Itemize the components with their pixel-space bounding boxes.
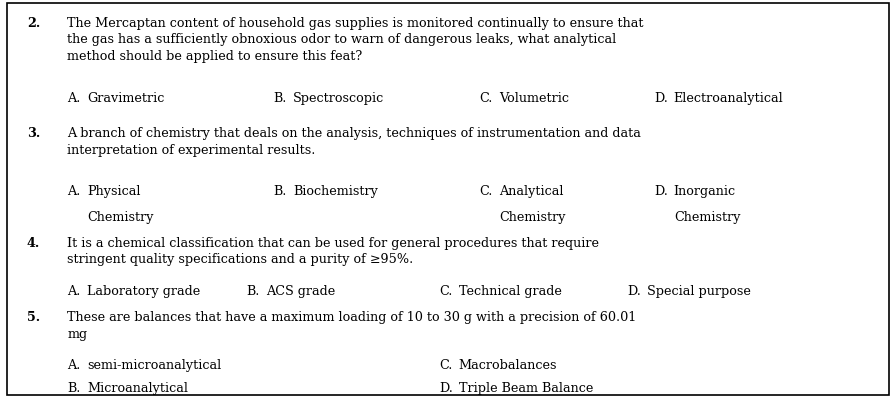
Text: Electroanalytical: Electroanalytical <box>674 92 783 105</box>
Text: Chemistry: Chemistry <box>87 211 153 224</box>
Text: 5.: 5. <box>27 311 40 324</box>
Text: C.: C. <box>439 285 452 298</box>
Text: C.: C. <box>479 185 493 199</box>
Text: D.: D. <box>654 185 668 199</box>
Text: A.: A. <box>67 285 81 298</box>
Text: Microanalytical: Microanalytical <box>87 382 188 395</box>
Text: These are balances that have a maximum loading of 10 to 30 g with a precision of: These are balances that have a maximum l… <box>67 311 636 341</box>
Text: B.: B. <box>273 185 287 199</box>
Text: C.: C. <box>439 359 452 372</box>
Text: Chemistry: Chemistry <box>674 211 740 224</box>
Text: Volumetric: Volumetric <box>499 92 569 105</box>
Text: B.: B. <box>273 92 287 105</box>
Text: A branch of chemistry that deals on the analysis, techniques of instrumentation : A branch of chemistry that deals on the … <box>67 127 641 157</box>
Text: C.: C. <box>479 92 493 105</box>
FancyBboxPatch shape <box>7 3 889 395</box>
Text: A.: A. <box>67 359 81 372</box>
Text: B.: B. <box>67 382 81 395</box>
Text: Biochemistry: Biochemistry <box>293 185 378 199</box>
Text: The Mercaptan content of household gas supplies is monitored continually to ensu: The Mercaptan content of household gas s… <box>67 17 643 63</box>
Text: D.: D. <box>439 382 452 395</box>
Text: 4.: 4. <box>27 237 40 250</box>
Text: Chemistry: Chemistry <box>499 211 565 224</box>
Text: D.: D. <box>654 92 668 105</box>
Text: B.: B. <box>246 285 260 298</box>
Text: ACS grade: ACS grade <box>266 285 335 298</box>
Text: semi-microanalytical: semi-microanalytical <box>87 359 221 372</box>
Text: 2.: 2. <box>27 17 40 30</box>
Text: Physical: Physical <box>87 185 141 199</box>
Text: Analytical: Analytical <box>499 185 564 199</box>
Text: A.: A. <box>67 185 81 199</box>
Text: D.: D. <box>627 285 641 298</box>
Text: Special purpose: Special purpose <box>647 285 751 298</box>
Text: Technical grade: Technical grade <box>459 285 562 298</box>
Text: 3.: 3. <box>27 127 40 140</box>
Text: Macrobalances: Macrobalances <box>459 359 557 372</box>
Text: Gravimetric: Gravimetric <box>87 92 164 105</box>
Text: It is a chemical classification that can be used for general procedures that req: It is a chemical classification that can… <box>67 237 599 266</box>
Text: Laboratory grade: Laboratory grade <box>87 285 200 298</box>
Text: Inorganic: Inorganic <box>674 185 736 199</box>
Text: Spectroscopic: Spectroscopic <box>293 92 384 105</box>
Text: Triple Beam Balance: Triple Beam Balance <box>459 382 593 395</box>
Text: A.: A. <box>67 92 81 105</box>
